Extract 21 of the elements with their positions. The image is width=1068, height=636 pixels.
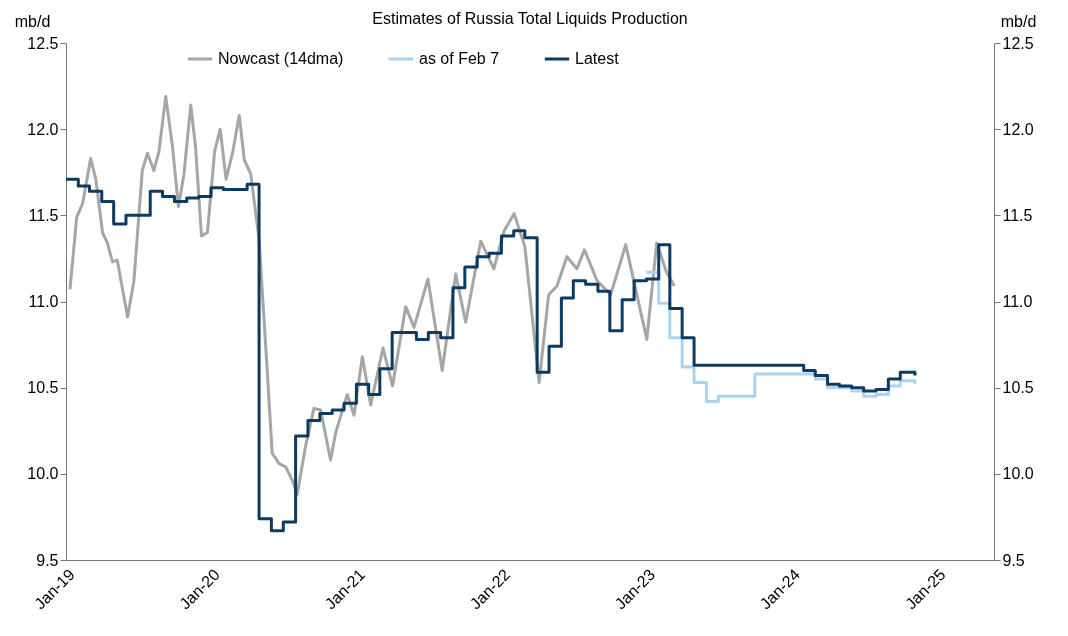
y2-tick-label: 12.0 — [1002, 120, 1034, 138]
line-series — [68, 94, 676, 497]
y2-tick-label: 10.0 — [1002, 465, 1034, 483]
y2-tick-label: 11.5 — [1002, 206, 1033, 224]
y-tick-label: 12.0 — [27, 120, 59, 138]
y-tick-label: 9.5 — [36, 551, 59, 569]
legend-label: as of Feb 7 — [419, 50, 500, 67]
y2-axis-title: mb/d — [1000, 12, 1037, 30]
y-tick-label: 10.5 — [27, 379, 59, 397]
chart-title: Estimates of Russia Total Liquids Production — [372, 10, 688, 27]
y2-tick-label: 10.5 — [1002, 379, 1034, 397]
y-tick-label: 11.0 — [28, 293, 59, 310]
y2-tick-label: 12.5 — [1002, 34, 1034, 52]
y-tick-label: 10.0 — [27, 465, 59, 483]
y-tick-label: 11.5 — [28, 206, 59, 224]
legend-label: Latest — [575, 50, 620, 67]
legend-label: Nowcast (14dma) — [218, 50, 344, 67]
y2-tick-label: 11.0 — [1002, 293, 1033, 310]
y2-tick-label: 9.5 — [1002, 551, 1025, 569]
y-axis-title: mb/d — [14, 12, 51, 30]
y-tick-label: 12.5 — [27, 34, 59, 52]
